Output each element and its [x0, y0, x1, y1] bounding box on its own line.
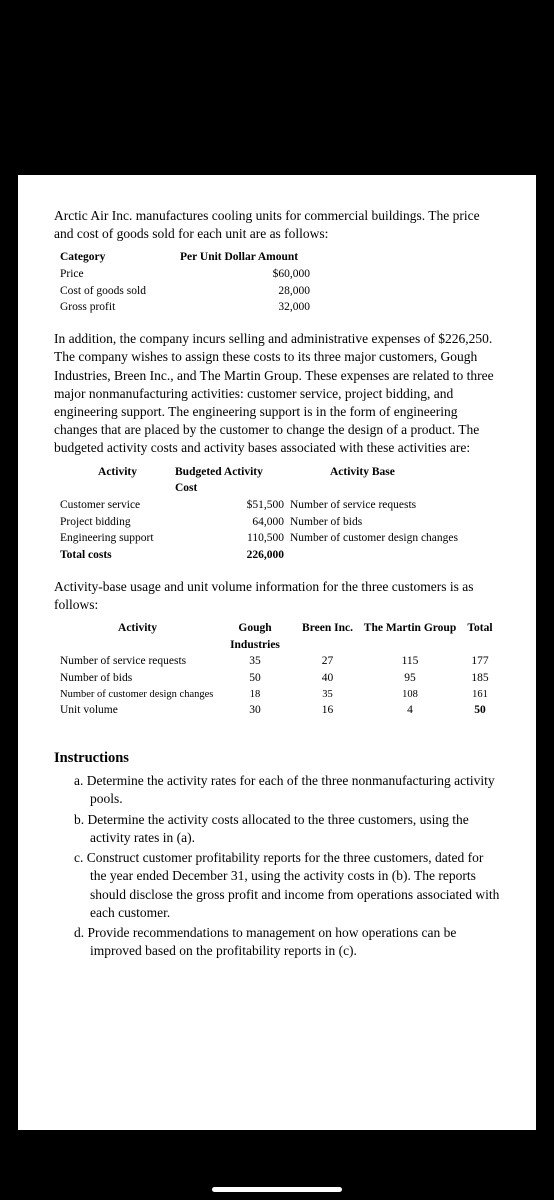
table-row: Number of service requests 35 27 115 177	[60, 653, 500, 670]
cell: Number of customer design changes	[290, 530, 500, 547]
home-indicator[interactable]	[212, 1187, 342, 1192]
cell: 64,000	[175, 514, 290, 531]
cell: Number of customer design changes	[60, 687, 215, 702]
cell: Unit volume	[60, 702, 215, 719]
cell: 108	[360, 687, 460, 702]
table-row: Number of customer design changes 18 35 …	[60, 687, 500, 702]
cell: 28,000	[170, 283, 310, 300]
cell: 115	[360, 653, 460, 670]
header-c1: Gough Industries	[215, 620, 295, 653]
header-category: Category	[60, 249, 170, 266]
table-row: Price $60,000	[60, 266, 500, 283]
instructions-list: a. Determine the activity rates for each…	[54, 772, 500, 960]
table-row: Customer service $51,500 Number of servi…	[60, 497, 500, 514]
cell: 40	[295, 670, 360, 687]
list-item: c. Construct customer profitability repo…	[74, 849, 500, 922]
cell: Cost of goods sold	[60, 283, 170, 300]
document-page: Arctic Air Inc. manufactures cooling uni…	[18, 175, 536, 1130]
cell: Customer service	[60, 497, 175, 514]
cell: 95	[360, 670, 460, 687]
table-row: Cost of goods sold 28,000	[60, 283, 500, 300]
cell: Total costs	[60, 547, 175, 564]
cell: 50	[215, 670, 295, 687]
cell: 16	[295, 702, 360, 719]
cell: 27	[295, 653, 360, 670]
table-row: Number of bids 50 40 95 185	[60, 670, 500, 687]
activity-table: Activity Budgeted Activity Cost Activity…	[60, 464, 500, 564]
header-activity: Activity	[60, 620, 215, 653]
cell: 177	[460, 653, 500, 670]
cell: 35	[295, 687, 360, 702]
header-amount: Per Unit Dollar Amount	[170, 249, 310, 266]
list-item: a. Determine the activity rates for each…	[74, 772, 500, 808]
header-c4: Total	[460, 620, 500, 653]
cell: 18	[215, 687, 295, 702]
header-c2: Breen Inc.	[295, 620, 360, 653]
paragraph-2: In addition, the company incurs selling …	[54, 330, 500, 458]
cell: 226,000	[175, 547, 290, 564]
cell: 50	[460, 702, 500, 719]
cell: Number of bids	[60, 670, 215, 687]
table-header: Category Per Unit Dollar Amount	[60, 249, 500, 266]
table-header: Activity Gough Industries Breen Inc. The…	[60, 620, 500, 653]
cell: Number of bids	[290, 514, 500, 531]
cell	[290, 547, 500, 564]
cell: 4	[360, 702, 460, 719]
cell: 185	[460, 670, 500, 687]
cell: Project bidding	[60, 514, 175, 531]
header-budgeted: Budgeted Activity Cost	[175, 464, 290, 497]
cell: 35	[215, 653, 295, 670]
list-item: d. Provide recommendations to management…	[74, 924, 500, 960]
list-item: b. Determine the activity costs allocate…	[74, 811, 500, 847]
intro-paragraph: Arctic Air Inc. manufactures cooling uni…	[54, 207, 500, 243]
cell: Price	[60, 266, 170, 283]
table-header: Activity Budgeted Activity Cost Activity…	[60, 464, 500, 497]
table-row: Unit volume 30 16 4 50	[60, 702, 500, 719]
paragraph-3: Activity-base usage and unit volume info…	[54, 578, 500, 614]
header-c3: The Martin Group	[360, 620, 460, 653]
table-row: Project bidding 64,000 Number of bids	[60, 514, 500, 531]
header-base: Activity Base	[290, 464, 500, 497]
cell: Number of service requests	[290, 497, 500, 514]
table-row: Total costs 226,000	[60, 547, 500, 564]
instructions-title: Instructions	[54, 749, 500, 769]
cell: Engineering support	[60, 530, 175, 547]
table-row: Gross profit 32,000	[60, 299, 500, 316]
cell: $60,000	[170, 266, 310, 283]
cell: $51,500	[175, 497, 290, 514]
cell: 30	[215, 702, 295, 719]
cell: Gross profit	[60, 299, 170, 316]
unit-table: Category Per Unit Dollar Amount Price $6…	[60, 249, 500, 316]
cell: Number of service requests	[60, 653, 215, 670]
table-row: Engineering support 110,500 Number of cu…	[60, 530, 500, 547]
cell: 110,500	[175, 530, 290, 547]
usage-table: Activity Gough Industries Breen Inc. The…	[60, 620, 500, 719]
header-activity: Activity	[60, 464, 175, 497]
cell: 161	[460, 687, 500, 702]
cell: 32,000	[170, 299, 310, 316]
